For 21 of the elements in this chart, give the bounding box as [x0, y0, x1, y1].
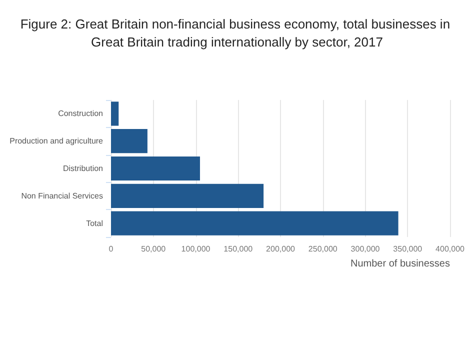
x-tick-label: 0 — [108, 244, 114, 254]
y-tick-label: Non Financial Services — [21, 191, 103, 200]
x-tick-label: 200,000 — [266, 244, 296, 254]
x-axis-title: Number of businesses — [350, 258, 450, 270]
bar — [111, 211, 398, 236]
bar — [111, 184, 264, 208]
x-tick-label: 250,000 — [308, 244, 338, 254]
x-tick-label: 300,000 — [350, 244, 380, 254]
x-tick-label: 400,000 — [436, 244, 466, 254]
chart-title: Figure 2: Great Britain non-financial business economy, total businesses in Great Britain trading internationally by sector, 2017 — [20, 16, 454, 50]
bar — [111, 102, 119, 126]
bar — [111, 156, 200, 181]
x-tick-label: 150,000 — [224, 244, 254, 254]
bar — [111, 129, 148, 154]
y-tick-label: Total — [86, 218, 104, 228]
x-tick-label: 100,000 — [181, 244, 211, 254]
y-tick-label: Construction — [58, 109, 103, 118]
x-tick-label: 350,000 — [393, 244, 423, 254]
y-tick-label: Distribution — [62, 164, 103, 173]
y-tick-label: Production and agriculture — [10, 136, 104, 146]
x-tick-label: 50,000 — [141, 244, 166, 254]
